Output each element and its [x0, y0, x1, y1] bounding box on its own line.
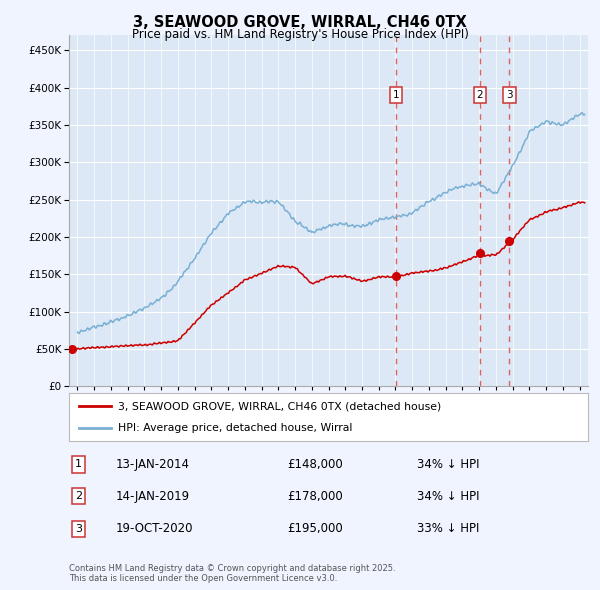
Text: 34% ↓ HPI: 34% ↓ HPI: [417, 490, 479, 503]
Text: 34% ↓ HPI: 34% ↓ HPI: [417, 458, 479, 471]
Text: £178,000: £178,000: [287, 490, 343, 503]
Text: 14-JAN-2019: 14-JAN-2019: [116, 490, 190, 503]
Text: 3, SEAWOOD GROVE, WIRRAL, CH46 0TX: 3, SEAWOOD GROVE, WIRRAL, CH46 0TX: [133, 15, 467, 30]
Text: 2: 2: [476, 90, 483, 100]
Text: Contains HM Land Registry data © Crown copyright and database right 2025.
This d: Contains HM Land Registry data © Crown c…: [69, 563, 395, 583]
Text: 1: 1: [393, 90, 400, 100]
Text: 1: 1: [75, 460, 82, 470]
Text: Price paid vs. HM Land Registry's House Price Index (HPI): Price paid vs. HM Land Registry's House …: [131, 28, 469, 41]
Text: 33% ↓ HPI: 33% ↓ HPI: [417, 522, 479, 535]
Text: 3, SEAWOOD GROVE, WIRRAL, CH46 0TX (detached house): 3, SEAWOOD GROVE, WIRRAL, CH46 0TX (deta…: [118, 401, 442, 411]
Text: 13-JAN-2014: 13-JAN-2014: [116, 458, 190, 471]
Text: HPI: Average price, detached house, Wirral: HPI: Average price, detached house, Wirr…: [118, 423, 353, 433]
Text: 3: 3: [75, 524, 82, 534]
Text: £195,000: £195,000: [287, 522, 343, 535]
Text: 2: 2: [75, 491, 82, 501]
Text: 19-OCT-2020: 19-OCT-2020: [116, 522, 193, 535]
Text: £148,000: £148,000: [287, 458, 343, 471]
Text: 3: 3: [506, 90, 512, 100]
